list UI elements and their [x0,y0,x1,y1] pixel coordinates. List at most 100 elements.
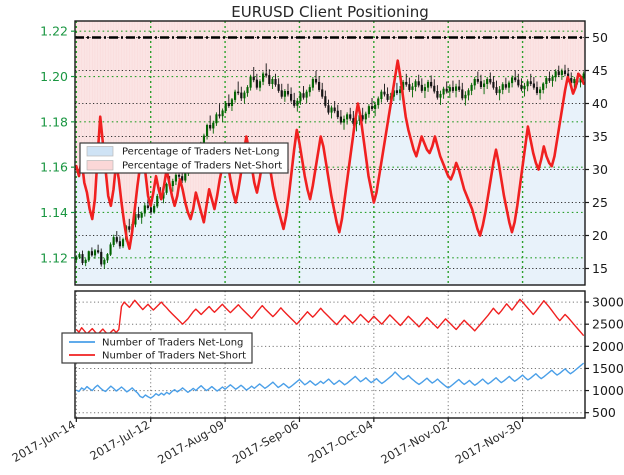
candle-body [156,195,159,207]
candle-body [252,76,255,81]
upper-plot-border [74,20,586,286]
candle-body [227,103,230,107]
candle-body [445,88,448,92]
candle-body [78,254,81,258]
candle-body [205,124,209,137]
candle-body [140,212,143,218]
candle-body [529,81,532,85]
candle-body [458,86,461,90]
left-axis-tick-label: 1.18 [40,114,68,129]
candle-body [380,91,383,99]
candle-body [146,205,149,208]
candle-body [542,83,545,90]
lower-right-axis-tick-label: 1000 [592,383,624,398]
candle-body [237,91,240,94]
candle-body [489,78,492,83]
candle-body [448,87,451,92]
candle-body [532,83,535,88]
right-axis-tick-label: 50 [592,30,608,45]
legend-label-net-long: Percentage of Traders Net-Long [122,147,280,158]
candle-body [290,93,293,101]
candle-body [417,81,420,86]
candle-body [255,79,258,88]
candle-body [221,110,224,117]
candle-body [184,173,187,181]
right-axis-tick-label: 40 [592,96,608,111]
candle-body [511,77,514,84]
candle-body [582,73,585,79]
candle-body [545,78,548,85]
candle-body [526,81,529,87]
candle-body [539,89,542,94]
candle-body [106,254,109,261]
candle-body [249,76,252,88]
candle-body [377,98,380,106]
candle-body [212,122,215,129]
series-line-net-short [75,298,585,337]
candle-body [230,99,234,107]
candle-body [473,78,476,86]
legend-label-net-short: Percentage of Traders Net-Short [122,161,282,172]
candle-body [398,89,402,94]
candle-body [517,79,520,86]
lower-legend[interactable]: Number of Traders Net-Long Number of Trad… [61,332,253,364]
candle-body [327,105,330,113]
candle-body [476,78,479,82]
candle-body [495,87,498,94]
candle-body [563,70,567,75]
candle-body [87,251,90,261]
upper-legend-box [79,142,289,174]
lower-right-axis-tick-label: 3000 [592,295,624,310]
candle-body [426,81,430,88]
lower-right-axis-tick-label: 2000 [592,339,624,354]
candle-body [501,84,504,90]
candle-body [240,92,243,99]
right-axis-tick-label: 25 [592,195,608,210]
price-percentage-panel: 1.12 1.14 1.16 1.18 1.20 1.22 15 20 25 30 35 40 45 50… [40,20,608,286]
candle-body [367,106,370,115]
candle-body [268,75,271,85]
candle-body [498,89,501,94]
candle-body [454,86,458,91]
candle-body [395,90,398,94]
series-line-net-long [76,362,585,399]
lower-legend-box [61,332,253,364]
candle-body [386,93,389,100]
legend-swatch-net-short [86,160,114,171]
candle-body [486,78,489,85]
candle-body [342,118,346,123]
candle-body [339,116,342,123]
candle-body [177,174,181,177]
candle-body [283,90,286,97]
right-axis-tick-label: 30 [592,162,608,177]
candle-body [137,214,140,218]
candle-body [112,237,115,245]
lower-right-axis-tick-label: 2500 [592,317,624,332]
net-long-percentage-area [75,60,585,285]
candle-body [482,83,486,87]
candle-body [84,259,87,264]
candle-body [451,87,455,91]
candle-body [430,81,433,87]
candle-body [115,237,118,242]
net-short-percentage-area [75,21,585,249]
candle-body [467,90,470,96]
left-axis-tick-label: 1.16 [40,160,68,175]
candle-body [573,78,576,84]
candle-body [442,88,445,95]
candle-body [262,73,265,82]
candle-body [470,84,473,91]
candle-body [333,107,336,112]
candle-body [520,84,523,90]
candle-body [383,91,386,95]
candle-body [258,81,262,88]
upper-legend[interactable]: Percentage of Traders Net-Long Percentage… [79,142,289,174]
candle-body [81,254,84,264]
candle-body [374,104,377,109]
candle-body [218,114,221,117]
candle-body [153,205,156,213]
candle-body [296,100,299,106]
candle-body [479,81,483,87]
candle-body [436,90,439,98]
